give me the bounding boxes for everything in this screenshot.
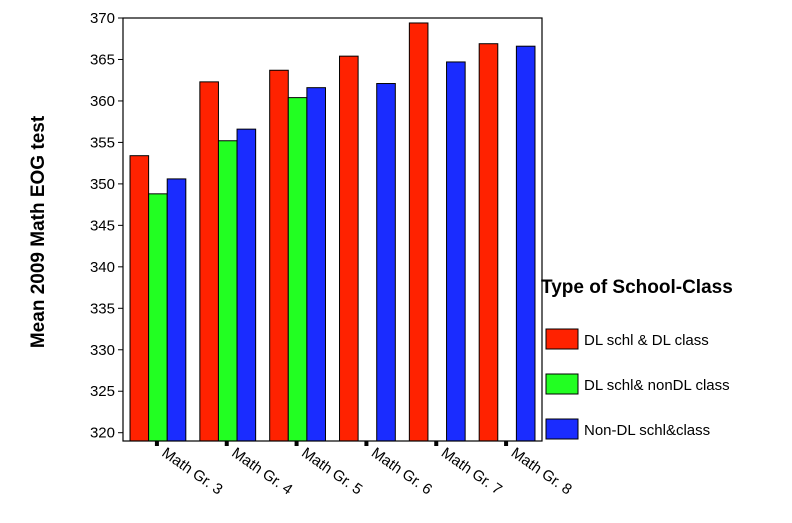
y-tick-label: 355: [90, 134, 115, 151]
x-tick-mark: [504, 441, 509, 446]
x-category-label: Math Gr. 7: [438, 444, 505, 498]
x-category-label: Math Gr. 6: [368, 444, 435, 498]
legend-swatch: [545, 373, 579, 395]
x-axis: Math Gr. 3 Math Gr. 4 Math Gr. 5 Math Gr. 6…: [154, 441, 575, 498]
x-tick-mark: [224, 441, 229, 446]
legend: DL schl & DL class DL schl& nonDL class No…: [545, 328, 730, 440]
legend-label: DL schl& nonDL class: [584, 377, 730, 394]
x-category-label: Math Gr. 8: [508, 444, 575, 498]
y-tick-label: 335: [90, 300, 115, 317]
bar-non-dl-schl-class-8: [515, 45, 536, 442]
y-tick-label: 365: [90, 51, 115, 68]
legend-swatch: [545, 418, 579, 440]
bar-dl-schl-nondl-class-3: [148, 193, 168, 442]
y-tick-label: 345: [90, 217, 115, 234]
plot-frame: [122, 17, 543, 442]
x-category-label: Math Gr. 4: [228, 444, 295, 498]
bar-dl-schl-dl-class-6: [339, 55, 359, 442]
bar-dl-schl-dl-class-5: [269, 69, 289, 442]
bar-dl-schl-dl-class-7: [408, 22, 429, 442]
y-axis: 320 325 330 335 340 345 350 355 360 365 370: [90, 10, 123, 442]
bar-dl-schl-nondl-class-4: [217, 140, 238, 442]
bar-non-dl-schl-class-5: [306, 87, 326, 442]
bar-non-dl-schl-class-3: [166, 178, 187, 442]
bar-non-dl-schl-class-7: [446, 61, 466, 442]
y-tick-label: 340: [90, 259, 115, 276]
y-tick-label: 360: [90, 93, 115, 110]
x-category-label: Math Gr. 5: [298, 444, 365, 498]
y-tick-label: 350: [90, 176, 115, 193]
y-tick-label: 330: [90, 342, 115, 359]
legend-swatch: [545, 328, 579, 350]
y-tick-label: 370: [90, 10, 115, 27]
bars-group: [129, 22, 536, 442]
bar-dl-schl-dl-class-8: [478, 43, 499, 442]
bar-dl-schl-dl-class-4: [199, 81, 219, 442]
legend-label: Non-DL schl&class: [584, 422, 710, 439]
x-tick-mark: [364, 441, 369, 446]
y-axis-title: Mean 2009 Math EOG test: [28, 115, 49, 348]
x-tick-mark: [154, 441, 159, 446]
x-category-label: Math Gr. 3: [159, 444, 226, 498]
bar-dl-schl-dl-class-3: [129, 155, 150, 442]
legend-label: DL schl & DL class: [584, 332, 709, 349]
bar-dl-schl-nondl-class-5: [287, 97, 308, 442]
y-tick-label: 320: [90, 425, 115, 442]
bar-non-dl-schl-class-4: [236, 128, 257, 442]
x-tick-mark: [434, 441, 439, 446]
x-tick-mark: [294, 441, 299, 446]
bar-non-dl-schl-class-6: [376, 83, 396, 442]
legend-title: Type of School-Class: [541, 277, 733, 298]
y-tick-label: 325: [90, 383, 115, 400]
